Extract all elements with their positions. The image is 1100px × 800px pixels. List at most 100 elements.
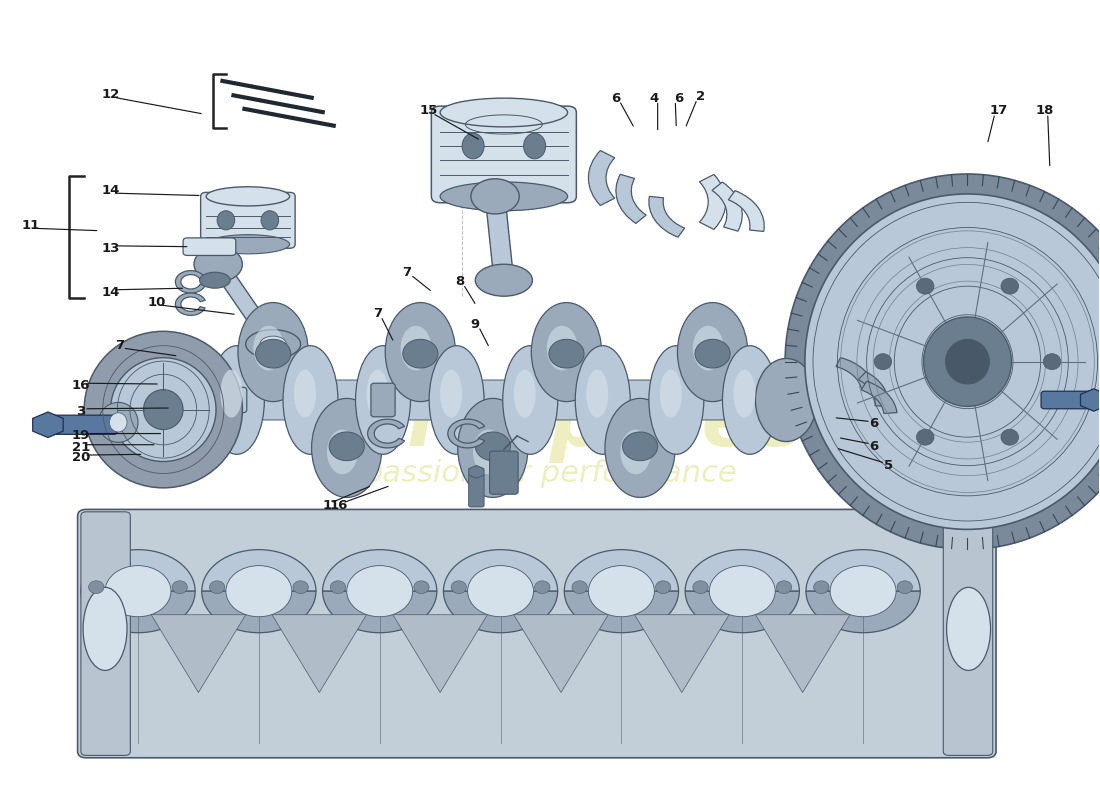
Text: 12: 12: [101, 89, 120, 102]
Ellipse shape: [1001, 278, 1019, 294]
Ellipse shape: [255, 339, 290, 368]
Ellipse shape: [458, 398, 528, 498]
Wedge shape: [175, 270, 206, 293]
Wedge shape: [201, 550, 316, 591]
Ellipse shape: [226, 566, 292, 617]
Polygon shape: [635, 614, 729, 693]
Polygon shape: [756, 614, 850, 693]
Text: 20: 20: [72, 451, 90, 464]
Ellipse shape: [440, 182, 568, 210]
Ellipse shape: [756, 358, 817, 442]
Ellipse shape: [217, 210, 234, 230]
Ellipse shape: [693, 581, 708, 594]
Ellipse shape: [238, 302, 308, 402]
Ellipse shape: [253, 326, 284, 370]
Ellipse shape: [660, 370, 682, 418]
Text: 7: 7: [373, 307, 382, 320]
FancyBboxPatch shape: [200, 192, 295, 248]
Wedge shape: [175, 293, 206, 315]
Ellipse shape: [468, 566, 534, 617]
Ellipse shape: [916, 278, 934, 294]
Ellipse shape: [830, 566, 896, 617]
Ellipse shape: [572, 581, 587, 594]
FancyBboxPatch shape: [81, 512, 130, 755]
Ellipse shape: [575, 346, 630, 454]
Ellipse shape: [84, 587, 126, 670]
Polygon shape: [485, 196, 514, 281]
Ellipse shape: [1001, 430, 1019, 445]
Wedge shape: [588, 150, 615, 206]
Wedge shape: [685, 591, 800, 633]
FancyBboxPatch shape: [944, 512, 992, 755]
Wedge shape: [201, 591, 316, 633]
FancyBboxPatch shape: [371, 383, 395, 417]
Text: 19: 19: [72, 430, 90, 442]
Ellipse shape: [503, 346, 558, 454]
Ellipse shape: [199, 272, 230, 288]
FancyBboxPatch shape: [783, 388, 839, 412]
Ellipse shape: [924, 317, 1011, 406]
FancyBboxPatch shape: [183, 238, 235, 255]
Wedge shape: [81, 591, 195, 633]
Wedge shape: [836, 358, 874, 389]
Text: 14: 14: [101, 184, 120, 198]
Ellipse shape: [678, 302, 748, 402]
FancyBboxPatch shape: [469, 474, 484, 507]
FancyBboxPatch shape: [490, 451, 518, 494]
Ellipse shape: [206, 186, 289, 206]
Ellipse shape: [220, 370, 242, 418]
Wedge shape: [564, 591, 679, 633]
Text: 7: 7: [403, 266, 411, 278]
Ellipse shape: [400, 326, 431, 370]
Ellipse shape: [471, 178, 519, 214]
Text: 6: 6: [869, 440, 879, 453]
Ellipse shape: [514, 370, 536, 418]
Wedge shape: [322, 591, 437, 633]
Ellipse shape: [209, 581, 224, 594]
Ellipse shape: [294, 370, 316, 418]
Text: 3: 3: [76, 405, 86, 418]
Ellipse shape: [473, 430, 504, 474]
Ellipse shape: [777, 581, 792, 594]
Text: 10: 10: [147, 296, 166, 309]
Ellipse shape: [261, 210, 278, 230]
Wedge shape: [564, 550, 679, 591]
Ellipse shape: [549, 339, 584, 368]
Ellipse shape: [588, 566, 654, 617]
Text: 6: 6: [674, 92, 683, 105]
Text: 6: 6: [869, 418, 879, 430]
Text: 9: 9: [471, 318, 480, 330]
Wedge shape: [322, 550, 437, 591]
Wedge shape: [649, 196, 684, 238]
Ellipse shape: [385, 302, 455, 402]
Ellipse shape: [524, 134, 546, 159]
Ellipse shape: [605, 398, 675, 498]
Ellipse shape: [1043, 354, 1060, 370]
Ellipse shape: [110, 413, 126, 432]
Polygon shape: [151, 614, 245, 693]
Ellipse shape: [355, 346, 410, 454]
Ellipse shape: [85, 331, 242, 488]
Ellipse shape: [874, 354, 892, 370]
Text: 5: 5: [883, 459, 893, 472]
Ellipse shape: [245, 330, 300, 358]
Ellipse shape: [146, 381, 179, 419]
Ellipse shape: [346, 566, 412, 617]
Ellipse shape: [330, 581, 345, 594]
Text: 15: 15: [420, 105, 438, 118]
Ellipse shape: [805, 194, 1100, 530]
Text: 4: 4: [650, 92, 659, 105]
Wedge shape: [700, 174, 726, 230]
Ellipse shape: [734, 370, 756, 418]
Ellipse shape: [172, 581, 187, 594]
Ellipse shape: [710, 566, 776, 617]
Ellipse shape: [547, 326, 578, 370]
Wedge shape: [861, 382, 896, 414]
Wedge shape: [685, 550, 800, 591]
Ellipse shape: [451, 581, 466, 594]
Wedge shape: [858, 372, 889, 406]
Wedge shape: [443, 550, 558, 591]
Wedge shape: [448, 419, 485, 448]
Text: 13: 13: [101, 242, 120, 254]
Text: 18: 18: [1035, 105, 1054, 118]
